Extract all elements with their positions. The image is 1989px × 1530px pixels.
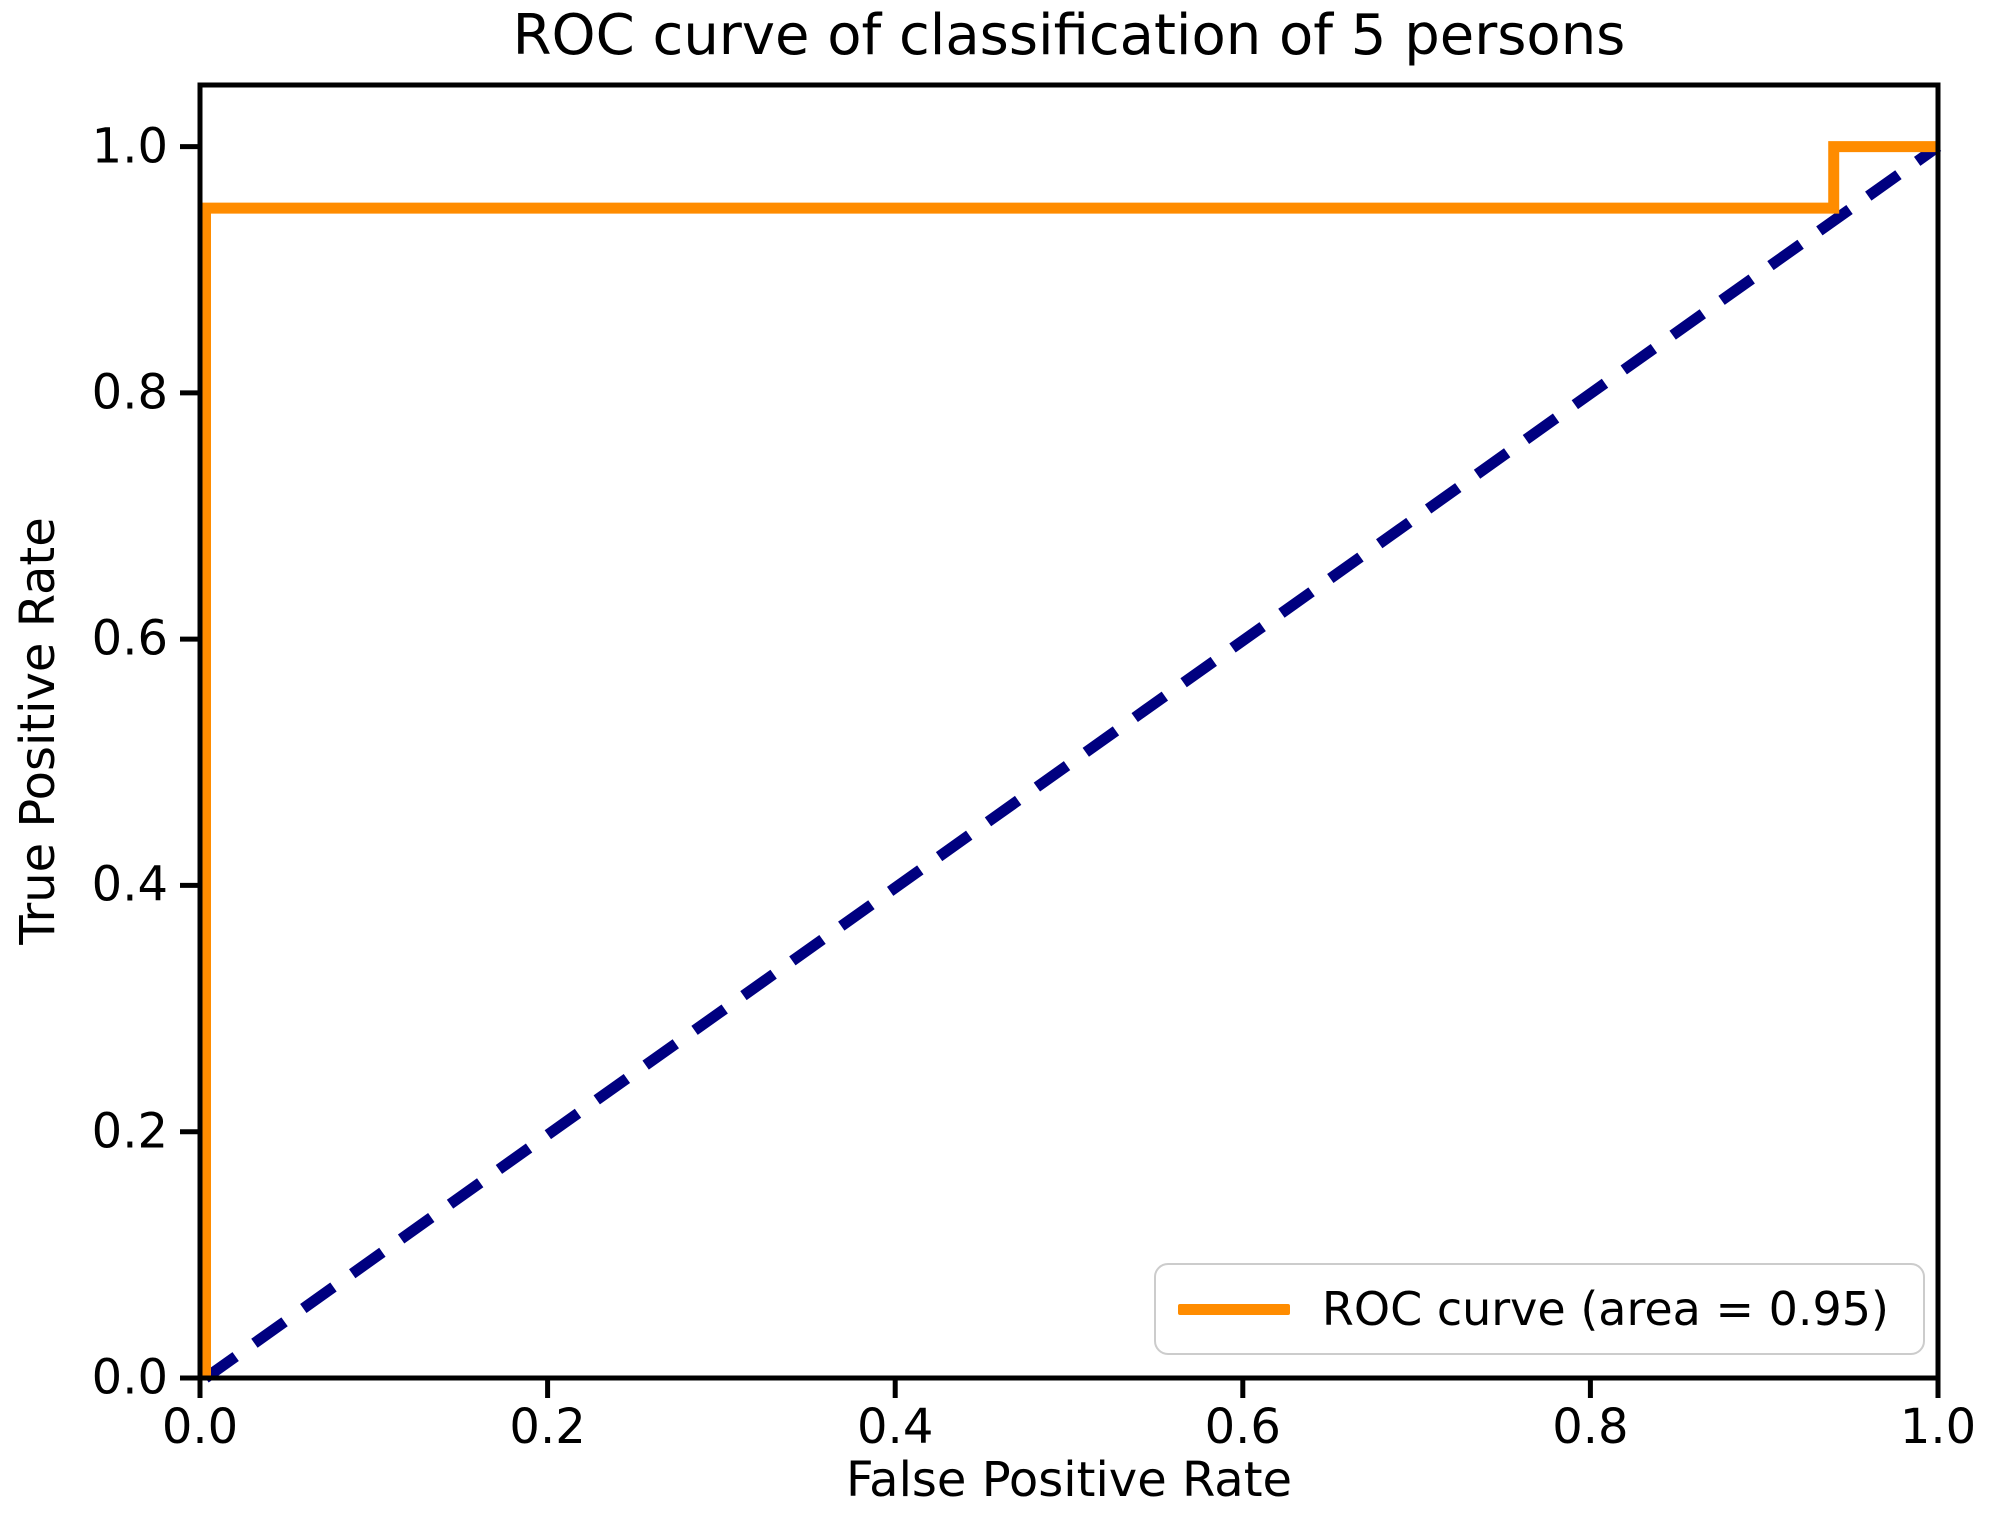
- axes-spines: [197, 82, 1941, 1381]
- x-tick-label: 1.0: [1899, 1399, 1977, 1455]
- x-tick-label: 0.2: [509, 1399, 586, 1455]
- legend-roc-line-swatch: [1177, 1303, 1290, 1315]
- y-tick-label: 0.8: [91, 364, 168, 421]
- y-tick-label: 1.0: [91, 117, 168, 174]
- y-tick-label: 0.4: [91, 856, 168, 913]
- x-axis-label: False Positive Rate: [845, 1452, 1293, 1508]
- chance-diagonal: [202, 142, 1942, 1383]
- legend: ROC curve (area = 0.95): [1153, 1263, 1925, 1355]
- x-tick-label: 0.8: [1552, 1399, 1629, 1455]
- x-tick-label: 0.4: [857, 1399, 934, 1455]
- y-tick-label: 0.0: [91, 1349, 168, 1406]
- legend-roc-label: ROC curve (area = 0.95): [1321, 1282, 1889, 1336]
- y-tick-label: 0.2: [91, 1103, 168, 1160]
- y-tick-label: 0.6: [91, 610, 168, 667]
- x-tick-label: 0.0: [161, 1399, 239, 1455]
- roc-curve: [200, 141, 1938, 1378]
- x-tick-label: 0.6: [1204, 1399, 1281, 1455]
- chart-title: ROC curve of classification of 5 persons: [512, 3, 1626, 68]
